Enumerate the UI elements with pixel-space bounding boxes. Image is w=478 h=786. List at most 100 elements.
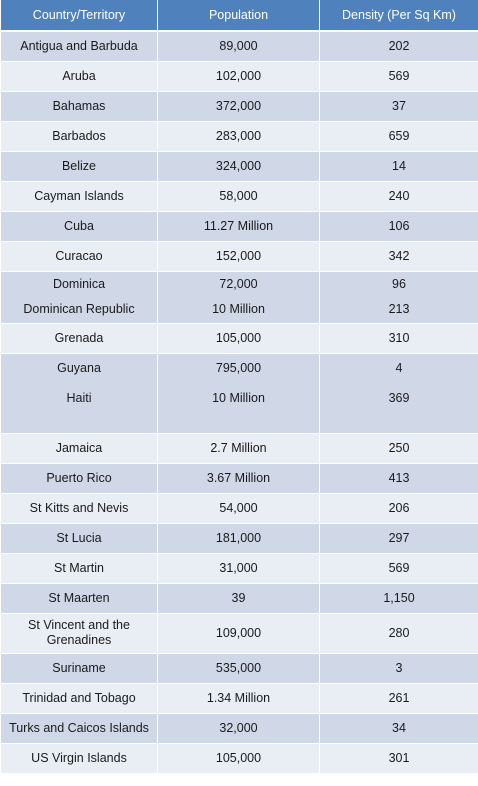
population-cell: 324,000 bbox=[157, 151, 320, 182]
country-cell: Curacao bbox=[0, 241, 158, 272]
header-density: Density (Per Sq Km) bbox=[319, 0, 478, 32]
table-row: Jamaica 2.7 Million 250 bbox=[0, 433, 478, 464]
density-cell: 1,150 bbox=[319, 583, 478, 614]
country-cell: Suriname bbox=[0, 653, 158, 684]
table-row: Barbados 283,000 659 bbox=[0, 121, 478, 152]
population-cell: 10 Million bbox=[157, 297, 320, 324]
country-cell: Guyana bbox=[0, 353, 158, 383]
population-cell: 89,000 bbox=[157, 31, 320, 62]
density-cell: 569 bbox=[319, 553, 478, 584]
table-row: Cayman Islands 58,000 240 bbox=[0, 181, 478, 212]
density-cell: 413 bbox=[319, 463, 478, 494]
table-row: Cuba 11.27 Million 106 bbox=[0, 211, 478, 242]
density-cell: 106 bbox=[319, 211, 478, 242]
table-row: St Maarten 39 1,150 bbox=[0, 583, 478, 614]
table-row: Trinidad and Tobago 1.34 Million 261 bbox=[0, 683, 478, 714]
country-cell: St Vincent and the Grenadines bbox=[0, 613, 158, 654]
density-cell: 34 bbox=[319, 713, 478, 744]
density-cell: 250 bbox=[319, 433, 478, 464]
country-cell: Bahamas bbox=[0, 91, 158, 122]
table-row: St Kitts and Nevis 54,000 206 bbox=[0, 493, 478, 524]
population-cell: 11.27 Million bbox=[157, 211, 320, 242]
table-row: Guyana 795,000 4 bbox=[0, 353, 478, 383]
density-cell: 301 bbox=[319, 743, 478, 774]
population-cell: 3.67 Million bbox=[157, 463, 320, 494]
spacer-cell bbox=[319, 413, 478, 434]
density-cell: 659 bbox=[319, 121, 478, 152]
density-cell: 280 bbox=[319, 613, 478, 654]
density-cell: 14 bbox=[319, 151, 478, 182]
population-cell: 105,000 bbox=[157, 743, 320, 774]
density-cell: 261 bbox=[319, 683, 478, 714]
country-cell: Barbados bbox=[0, 121, 158, 152]
country-cell: Cuba bbox=[0, 211, 158, 242]
country-cell: Cayman Islands bbox=[0, 181, 158, 212]
country-cell: Belize bbox=[0, 151, 158, 182]
density-cell: 369 bbox=[319, 383, 478, 413]
country-cell: Turks and Caicos Islands bbox=[0, 713, 158, 744]
spacer-cell bbox=[157, 413, 320, 434]
density-cell: 206 bbox=[319, 493, 478, 524]
table-row: Belize 324,000 14 bbox=[0, 151, 478, 182]
country-cell: Dominica bbox=[0, 271, 158, 297]
table-spacer-row bbox=[0, 413, 478, 434]
density-cell: 569 bbox=[319, 61, 478, 92]
table-row: Antigua and Barbuda 89,000 202 bbox=[0, 31, 478, 62]
country-cell: St Martin bbox=[0, 553, 158, 584]
population-cell: 102,000 bbox=[157, 61, 320, 92]
population-cell: 10 Million bbox=[157, 383, 320, 413]
country-cell: Dominican Republic bbox=[0, 297, 158, 324]
density-cell: 37 bbox=[319, 91, 478, 122]
population-cell: 31,000 bbox=[157, 553, 320, 584]
table-row: Puerto Rico 3.67 Million 413 bbox=[0, 463, 478, 494]
density-cell: 297 bbox=[319, 523, 478, 554]
table-row: Aruba 102,000 569 bbox=[0, 61, 478, 92]
country-cell: Puerto Rico bbox=[0, 463, 158, 494]
table-row: Dominican Republic 10 Million 213 bbox=[0, 297, 478, 324]
country-cell: Antigua and Barbuda bbox=[0, 31, 158, 62]
spacer-cell bbox=[0, 413, 158, 434]
country-cell: US Virgin Islands bbox=[0, 743, 158, 774]
population-cell: 2.7 Million bbox=[157, 433, 320, 464]
population-cell: 58,000 bbox=[157, 181, 320, 212]
density-cell: 342 bbox=[319, 241, 478, 272]
density-cell: 310 bbox=[319, 323, 478, 354]
table-row: Suriname 535,000 3 bbox=[0, 653, 478, 684]
table-row: Haiti 10 Million 369 bbox=[0, 383, 478, 413]
density-cell: 202 bbox=[319, 31, 478, 62]
table-row: Dominica 72,000 96 bbox=[0, 271, 478, 297]
density-cell: 96 bbox=[319, 271, 478, 297]
table-row: Grenada 105,000 310 bbox=[0, 323, 478, 354]
table-row: US Virgin Islands 105,000 301 bbox=[0, 743, 478, 774]
country-cell: St Kitts and Nevis bbox=[0, 493, 158, 524]
table-row: Curacao 152,000 342 bbox=[0, 241, 478, 272]
country-cell: Trinidad and Tobago bbox=[0, 683, 158, 714]
population-cell: 152,000 bbox=[157, 241, 320, 272]
country-cell: St Maarten bbox=[0, 583, 158, 614]
population-cell: 105,000 bbox=[157, 323, 320, 354]
header-population: Population bbox=[157, 0, 320, 32]
population-cell: 39 bbox=[157, 583, 320, 614]
country-cell: Jamaica bbox=[0, 433, 158, 464]
density-cell: 240 bbox=[319, 181, 478, 212]
header-country: Country/Territory bbox=[0, 0, 158, 32]
table-row: St Vincent and the Grenadines 109,000 28… bbox=[0, 613, 478, 654]
population-cell: 283,000 bbox=[157, 121, 320, 152]
header-row: Country/Territory Population Density (Pe… bbox=[0, 0, 478, 32]
country-cell: Grenada bbox=[0, 323, 158, 354]
population-cell: 1.34 Million bbox=[157, 683, 320, 714]
population-cell: 372,000 bbox=[157, 91, 320, 122]
density-cell: 213 bbox=[319, 297, 478, 324]
population-cell: 109,000 bbox=[157, 613, 320, 654]
population-cell: 54,000 bbox=[157, 493, 320, 524]
table-row: St Lucia 181,000 297 bbox=[0, 523, 478, 554]
table-row: St Martin 31,000 569 bbox=[0, 553, 478, 584]
table-row: Bahamas 372,000 37 bbox=[0, 91, 478, 122]
population-cell: 535,000 bbox=[157, 653, 320, 684]
country-cell: Aruba bbox=[0, 61, 158, 92]
population-cell: 32,000 bbox=[157, 713, 320, 744]
population-cell: 181,000 bbox=[157, 523, 320, 554]
country-cell: St Lucia bbox=[0, 523, 158, 554]
density-cell: 3 bbox=[319, 653, 478, 684]
density-cell: 4 bbox=[319, 353, 478, 383]
